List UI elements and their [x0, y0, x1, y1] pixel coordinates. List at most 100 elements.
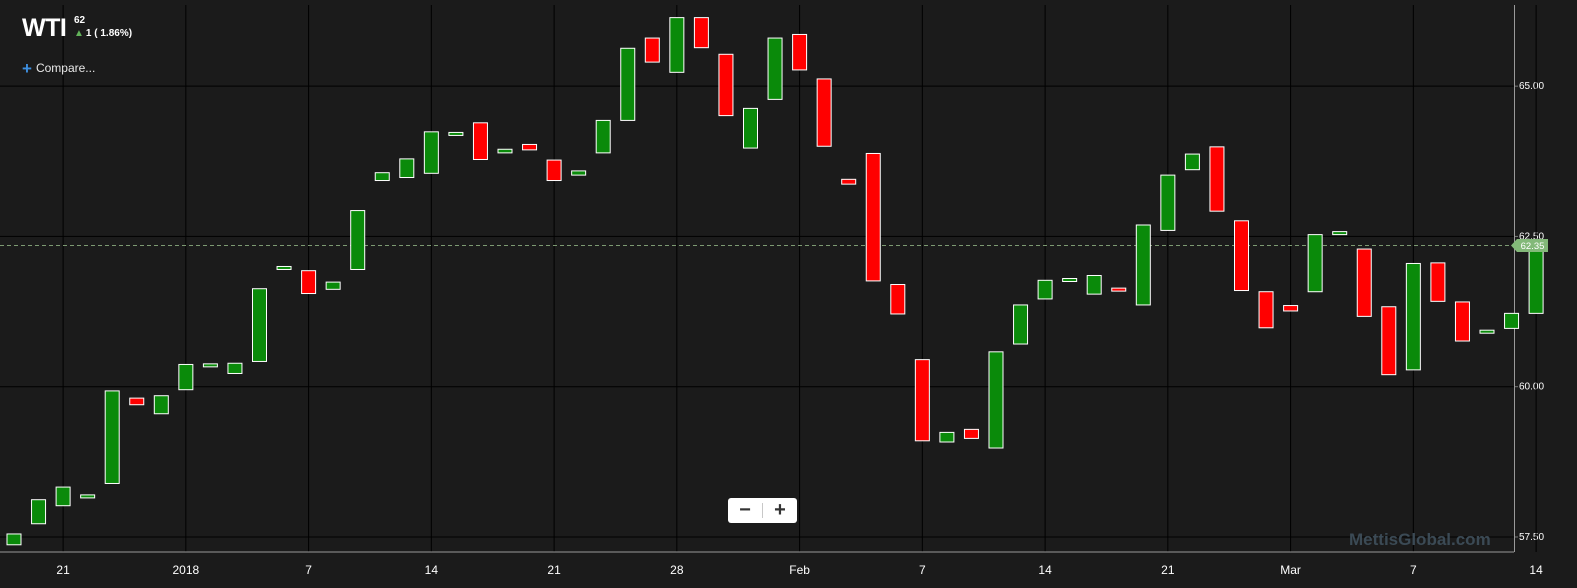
candle[interactable] [841, 178, 857, 185]
candle[interactable] [1405, 262, 1421, 371]
candle[interactable] [1454, 301, 1470, 342]
last-price-tag-label: 62.35 [1521, 241, 1545, 252]
zoom-divider [762, 503, 763, 518]
candle[interactable] [1504, 312, 1520, 329]
candle[interactable] [227, 362, 243, 374]
x-tick-label: 21 [56, 563, 70, 577]
price-change: ▲ 1 ( 1.86%) [74, 28, 132, 39]
y-tick-label: 60.00 [1519, 382, 1544, 393]
candle[interactable] [497, 148, 513, 154]
candle[interactable] [301, 270, 317, 295]
candle[interactable] [1234, 220, 1249, 292]
candle[interactable] [1528, 246, 1544, 314]
minus-icon: − [739, 499, 751, 521]
x-tick-label: 14 [1038, 563, 1052, 577]
x-tick-label: 28 [670, 563, 684, 577]
candle[interactable] [178, 363, 194, 391]
candle[interactable] [1135, 224, 1151, 306]
candle[interactable] [1037, 279, 1053, 300]
arrow-up-icon: ▲ [74, 28, 84, 39]
candle[interactable] [1209, 146, 1225, 212]
candle[interactable] [1307, 234, 1323, 293]
candle[interactable] [988, 351, 1004, 449]
y-tick-label: 57.50 [1519, 532, 1544, 543]
watermark: MettisGlobal.com [1349, 530, 1491, 549]
candle[interactable] [571, 170, 587, 176]
candle[interactable] [252, 288, 267, 362]
candle[interactable] [1381, 306, 1397, 376]
candle[interactable] [767, 37, 783, 100]
candle[interactable] [1430, 262, 1446, 302]
x-tick-label: 7 [919, 563, 926, 577]
candle[interactable] [1111, 287, 1127, 292]
candle[interactable] [1086, 274, 1102, 295]
candle[interactable] [1062, 278, 1078, 282]
candle[interactable] [423, 131, 439, 174]
candle[interactable] [55, 486, 71, 507]
candle[interactable] [1283, 305, 1299, 312]
candle[interactable] [669, 17, 685, 73]
candle[interactable] [448, 131, 464, 136]
x-tick-label: 14 [425, 563, 439, 577]
candle[interactable] [399, 158, 415, 179]
candle[interactable] [350, 210, 366, 270]
candle[interactable] [890, 284, 906, 315]
candle[interactable] [743, 107, 758, 149]
candle[interactable] [1013, 304, 1029, 345]
x-tick-label: Feb [789, 563, 810, 577]
candle[interactable] [276, 265, 292, 270]
zoom-out-button[interactable]: − [728, 498, 762, 523]
candle[interactable] [80, 494, 96, 499]
last-price-tag [1511, 238, 1548, 252]
x-tick-label: 14 [1529, 563, 1543, 577]
candle[interactable] [546, 159, 562, 182]
y-tick-label: 62.50 [1519, 231, 1544, 242]
candle[interactable] [914, 359, 930, 442]
x-tick-label: 7 [305, 563, 312, 577]
symbol-label: WTI [22, 14, 67, 42]
compare-label: Compare... [35, 61, 96, 75]
candle[interactable] [595, 119, 611, 154]
change-text: 1 ( 1.86%) [85, 28, 133, 39]
candle[interactable] [939, 431, 955, 443]
candle[interactable] [963, 428, 979, 439]
y-tick-label: 65.00 [1519, 81, 1544, 92]
candle[interactable] [1258, 291, 1274, 329]
candle[interactable] [202, 363, 218, 368]
compare-button[interactable]: + Compare... [22, 59, 95, 79]
candle[interactable] [6, 533, 22, 546]
candle[interactable] [865, 152, 881, 282]
candle[interactable] [153, 395, 169, 415]
candle[interactable] [816, 78, 832, 147]
candle[interactable] [792, 33, 808, 71]
candle[interactable] [374, 172, 390, 182]
x-tick-label: 7 [1410, 563, 1417, 577]
candle[interactable] [1479, 329, 1495, 334]
candle[interactable] [1160, 174, 1176, 231]
zoom-control: − + [728, 498, 797, 523]
candle[interactable] [644, 37, 660, 63]
plus-icon: + [774, 499, 786, 521]
candle[interactable] [1184, 153, 1200, 171]
candle[interactable] [129, 397, 145, 406]
candle[interactable] [693, 17, 709, 49]
zoom-in-button[interactable]: + [763, 498, 797, 523]
candle[interactable] [325, 281, 341, 290]
candle[interactable] [1356, 248, 1372, 317]
x-tick-label: 21 [1161, 563, 1175, 577]
x-tick-label: 2018 [172, 563, 199, 577]
last-price: 62 [74, 15, 86, 26]
candle[interactable] [472, 122, 488, 160]
plot-area [0, 5, 1514, 552]
candle[interactable] [718, 53, 734, 117]
candle[interactable] [31, 499, 47, 525]
plus-icon: + [22, 59, 32, 78]
candle[interactable] [104, 390, 120, 484]
x-tick-label: Mar [1280, 563, 1301, 577]
candle[interactable] [522, 143, 538, 151]
candle[interactable] [620, 47, 636, 121]
x-tick-label: 21 [547, 563, 561, 577]
candle[interactable] [1332, 231, 1348, 236]
